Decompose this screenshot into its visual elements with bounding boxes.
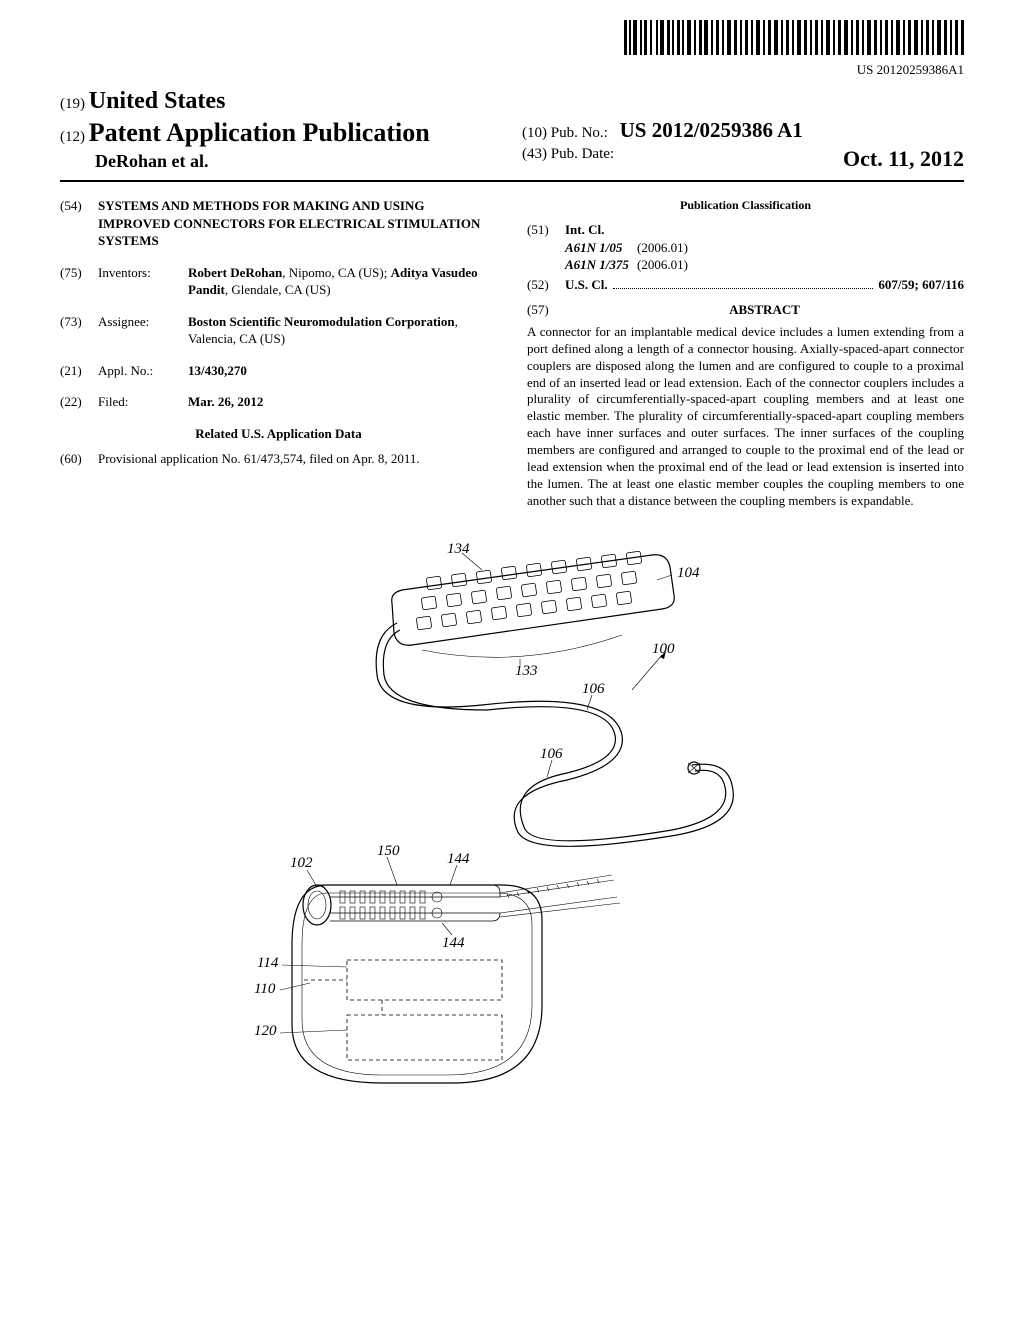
int-cl-label: Int. Cl.	[565, 221, 604, 239]
inventor-1-name: Robert DeRohan	[188, 265, 282, 280]
inventors-code: (75)	[60, 264, 98, 299]
header-right: (10) Pub. No.: US 2012/0259386 A1 (43) P…	[502, 118, 964, 172]
pub-date: Oct. 11, 2012	[843, 146, 964, 172]
pub-no: US 2012/0259386 A1	[620, 118, 803, 142]
provisional-code: (60)	[60, 450, 98, 468]
int-cl-2-year: (2006.01)	[637, 256, 688, 274]
fig-label-133: 133	[515, 663, 538, 679]
barcode-number: US 20120259386A1	[60, 62, 964, 78]
pub-no-code: (10)	[522, 125, 547, 141]
filed-date: Mar. 26, 2012	[188, 393, 497, 411]
us-cl-values: 607/59; 607/116	[878, 276, 964, 294]
pub-date-label: Pub. Date:	[551, 146, 614, 162]
fig-label-110: 110	[254, 981, 276, 997]
fig-label-134: 134	[447, 541, 470, 557]
filed-label: Filed:	[98, 393, 188, 411]
header-row: (19) United States (12) Patent Applicati…	[60, 88, 964, 172]
country-name: United States	[89, 88, 226, 114]
fig-label-120: 120	[254, 1023, 277, 1039]
int-cl-code: (51)	[527, 221, 565, 239]
fig-label-114: 114	[257, 955, 279, 971]
fig-label-106: 106	[582, 681, 605, 697]
pub-type-code: (12)	[60, 129, 85, 145]
inventors-label: Inventors:	[98, 264, 188, 299]
abstract-code: (57)	[527, 301, 565, 324]
figure-container: 134 104 133 100 106 106 150 102 144 144 …	[60, 535, 964, 1100]
us-cl-code: (52)	[527, 276, 565, 294]
appl-no: 13/430,270	[188, 362, 497, 380]
pub-type: Patent Application Publication	[89, 118, 430, 147]
title-code: (54)	[60, 197, 98, 250]
appl-no-label: Appl. No.:	[98, 362, 188, 380]
us-cl-label: U.S. Cl.	[565, 276, 608, 294]
assignee-value: Boston Scientific Neuromodulation Corpor…	[188, 313, 497, 348]
assignee-code: (73)	[60, 313, 98, 348]
appl-no-code: (21)	[60, 362, 98, 380]
int-cl-1: A61N 1/05	[527, 239, 637, 257]
assignee-label: Assignee:	[98, 313, 188, 348]
inventor-2-loc: , Glendale, CA (US)	[225, 282, 331, 297]
fig-label-150: 150	[377, 843, 400, 859]
int-cl-1-year: (2006.01)	[637, 239, 688, 257]
author-line: DeRohan et al.	[60, 151, 502, 172]
divider	[60, 180, 964, 182]
pub-date-code: (43)	[522, 146, 547, 162]
int-cl-2: A61N 1/375	[527, 256, 637, 274]
related-data-heading: Related U.S. Application Data	[60, 425, 497, 443]
classification-heading: Publication Classification	[527, 197, 964, 213]
pub-no-label: Pub. No.:	[551, 125, 608, 141]
abstract-heading: ABSTRACT	[565, 301, 964, 319]
patent-figure: 134 104 133 100 106 106 150 102 144 144 …	[232, 535, 792, 1095]
us-cl-dots	[613, 276, 874, 290]
left-column: (54) SYSTEMS AND METHODS FOR MAKING AND …	[60, 197, 497, 510]
fig-label-100: 100	[652, 641, 675, 657]
patent-title: SYSTEMS AND METHODS FOR MAKING AND USING…	[98, 197, 497, 250]
right-column: Publication Classification (51) Int. Cl.…	[527, 197, 964, 510]
fig-label-106b: 106	[540, 746, 563, 762]
country-code: (19)	[60, 96, 85, 112]
assignee-name: Boston Scientific Neuromodulation Corpor…	[188, 314, 455, 329]
fig-label-144: 144	[447, 851, 470, 867]
inventors-value: Robert DeRohan, Nipomo, CA (US); Aditya …	[188, 264, 497, 299]
abstract-text: A connector for an implantable medical d…	[527, 324, 964, 510]
provisional-text: Provisional application No. 61/473,574, …	[98, 450, 497, 468]
filed-code: (22)	[60, 393, 98, 411]
header-left: (19) United States (12) Patent Applicati…	[60, 88, 502, 172]
fig-label-144b: 144	[442, 935, 465, 951]
inventor-1-loc: , Nipomo, CA (US);	[282, 265, 390, 280]
fig-label-102: 102	[290, 855, 313, 871]
barcode-section: US 20120259386A1	[60, 20, 964, 78]
barcode-image	[624, 20, 964, 55]
fig-label-104: 104	[677, 565, 700, 581]
us-cl-values-text: 607/59; 607/116	[878, 277, 964, 292]
two-column-content: (54) SYSTEMS AND METHODS FOR MAKING AND …	[60, 197, 964, 510]
